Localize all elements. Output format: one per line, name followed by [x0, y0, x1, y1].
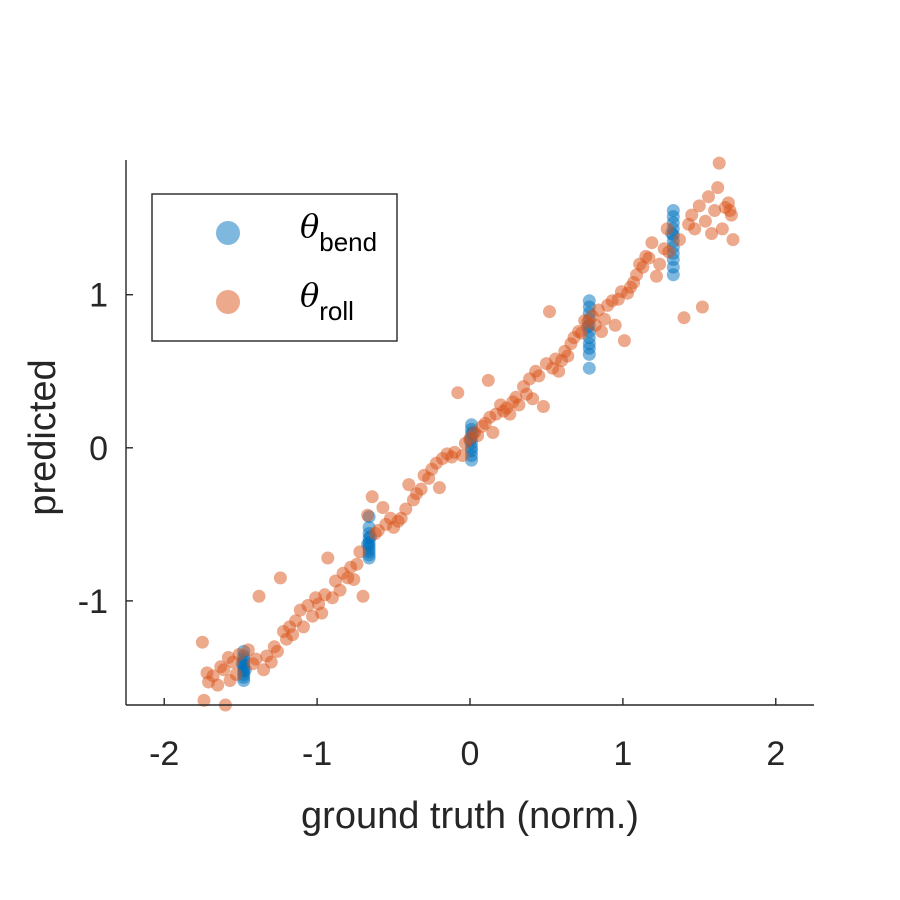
data-point-roll: [481, 373, 495, 387]
data-point-roll: [195, 635, 209, 649]
data-point-roll: [726, 233, 740, 247]
data-point-roll: [451, 386, 465, 400]
data-point-roll: [575, 326, 589, 340]
data-point-roll: [270, 644, 284, 658]
data-point-roll: [402, 478, 416, 492]
data-point-roll: [705, 227, 719, 240]
data-point-roll: [503, 407, 517, 421]
y-tick-label: 1: [89, 277, 108, 315]
data-point-roll: [636, 260, 650, 274]
data-point-roll: [608, 318, 622, 332]
legend-marker-bend: [216, 221, 240, 245]
data-point-roll: [645, 236, 659, 250]
data-point-roll: [723, 204, 737, 217]
data-point-roll: [356, 589, 370, 603]
data-point-roll: [552, 364, 566, 378]
data-point-roll: [365, 490, 379, 504]
data-point-roll: [455, 449, 469, 462]
data-point-roll: [353, 545, 367, 559]
data-point-roll: [512, 398, 526, 412]
data-point-bend: [362, 551, 376, 565]
data-point-roll: [197, 693, 211, 707]
data-point-roll: [711, 181, 725, 195]
data-point-roll: [673, 233, 686, 247]
data-point-roll: [653, 257, 667, 271]
points-layer: [195, 156, 740, 712]
series-roll: [195, 156, 740, 712]
data-point-roll: [543, 305, 556, 319]
data-point-roll: [692, 199, 706, 213]
data-point-bend: [666, 268, 680, 282]
data-point-roll: [708, 204, 722, 217]
data-point-roll: [273, 571, 287, 585]
y-tick-label: -1: [78, 583, 108, 621]
data-point-roll: [712, 156, 726, 170]
data-point-roll: [698, 214, 712, 228]
legend-marker-roll: [216, 290, 240, 314]
data-point-roll: [286, 628, 300, 642]
x-tick-label: -2: [149, 735, 179, 773]
data-point-roll: [252, 589, 266, 603]
data-point-roll: [249, 652, 263, 666]
data-point-roll: [662, 245, 676, 259]
data-point-roll: [561, 349, 575, 363]
data-point-roll: [350, 557, 364, 571]
data-point-bend: [582, 347, 596, 361]
data-point-roll: [361, 508, 375, 522]
x-tick-label: -1: [302, 735, 332, 773]
x-tick-label: 0: [461, 735, 480, 773]
data-point-roll: [526, 392, 540, 406]
data-point-roll: [486, 426, 500, 439]
data-point-roll: [715, 222, 729, 236]
data-point-roll: [702, 190, 715, 204]
data-point-roll: [315, 606, 329, 620]
data-point-roll: [650, 269, 663, 283]
data-point-roll: [296, 620, 310, 634]
data-point-roll: [211, 678, 225, 692]
data-point-roll: [229, 667, 243, 681]
data-point-roll: [217, 663, 231, 677]
data-point-roll: [432, 481, 446, 495]
data-point-roll: [688, 222, 702, 236]
data-point-roll: [414, 482, 428, 496]
data-point-roll: [376, 501, 390, 514]
data-point-roll: [677, 311, 691, 325]
data-point-roll: [685, 208, 699, 222]
data-point-roll: [264, 655, 278, 669]
data-point-roll: [617, 334, 631, 348]
data-point-roll: [241, 643, 255, 657]
x-axis-label: ground truth (norm.): [301, 795, 639, 837]
data-point-roll: [598, 312, 611, 326]
legend-box: [151, 193, 398, 342]
data-point-roll: [660, 222, 674, 236]
data-point-roll: [532, 369, 546, 383]
data-point-roll: [321, 551, 335, 565]
data-point-roll: [695, 300, 709, 314]
x-tick-label: 1: [613, 735, 632, 773]
x-tick-label: 2: [766, 735, 785, 773]
data-point-roll: [595, 325, 608, 338]
data-point-roll: [333, 583, 347, 597]
data-point-roll: [399, 502, 413, 516]
data-point-bend: [582, 361, 596, 375]
y-tick-label: 0: [89, 430, 108, 468]
data-point-roll: [347, 573, 361, 586]
data-point-roll: [536, 400, 550, 413]
y-axis-label: predicted: [22, 359, 64, 515]
ticks-layer: -2 -1 0 1 2 -1 0 1: [78, 277, 785, 773]
data-point-roll: [642, 251, 656, 265]
